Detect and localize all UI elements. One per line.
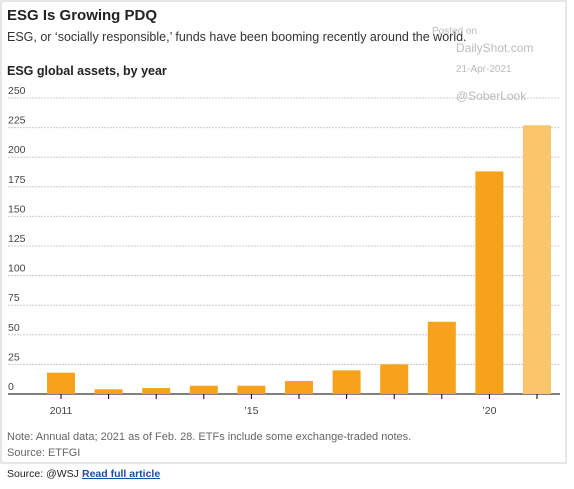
bar xyxy=(189,385,218,394)
bar xyxy=(427,321,456,394)
bar xyxy=(332,370,361,394)
bar xyxy=(475,171,504,394)
watermark: @SoberLook xyxy=(456,89,527,103)
source: Source: ETFGI xyxy=(7,447,80,459)
bar xyxy=(47,372,75,394)
bar xyxy=(94,389,123,394)
y-tick-label: 200 xyxy=(8,144,26,156)
x-tick-label: ’20 xyxy=(482,405,496,417)
bar xyxy=(142,388,171,394)
y-tick-label: 250 xyxy=(8,85,26,97)
y-tick-label: 0 xyxy=(8,381,14,393)
footer-source: Source: @WSJ xyxy=(7,468,79,480)
y-tick-label: 125 xyxy=(8,233,26,245)
y-tick-label: 100 xyxy=(8,263,26,275)
bar xyxy=(285,380,313,394)
chart-title: ESG Is Growing PDQ xyxy=(7,7,157,24)
bar xyxy=(237,385,266,394)
note: Note: Annual data; 2021 as of Feb. 28. E… xyxy=(7,431,411,443)
y-tick-label: 50 xyxy=(8,322,20,334)
y-tick-label: 25 xyxy=(8,351,20,363)
y-tick-label: 225 xyxy=(8,115,26,127)
watermark: DailyShot.com xyxy=(456,41,533,55)
axis-title: ESG global assets, by year xyxy=(7,64,167,78)
y-tick-label: 175 xyxy=(8,174,26,186)
watermark: 21-Apr-2021 xyxy=(456,64,512,75)
y-tick-label: 75 xyxy=(8,292,20,304)
chart-subtitle: ESG, or ‘socially responsible,’ funds ha… xyxy=(7,30,467,44)
watermark: Posted on xyxy=(432,26,477,37)
y-tick-label: 150 xyxy=(8,203,26,215)
bar xyxy=(523,125,551,395)
x-tick-label: 2011 xyxy=(50,405,73,417)
bar xyxy=(380,364,409,394)
read-article-link[interactable]: Read full article xyxy=(82,468,160,480)
x-tick-label: ’15 xyxy=(244,405,258,417)
frame xyxy=(0,0,567,464)
